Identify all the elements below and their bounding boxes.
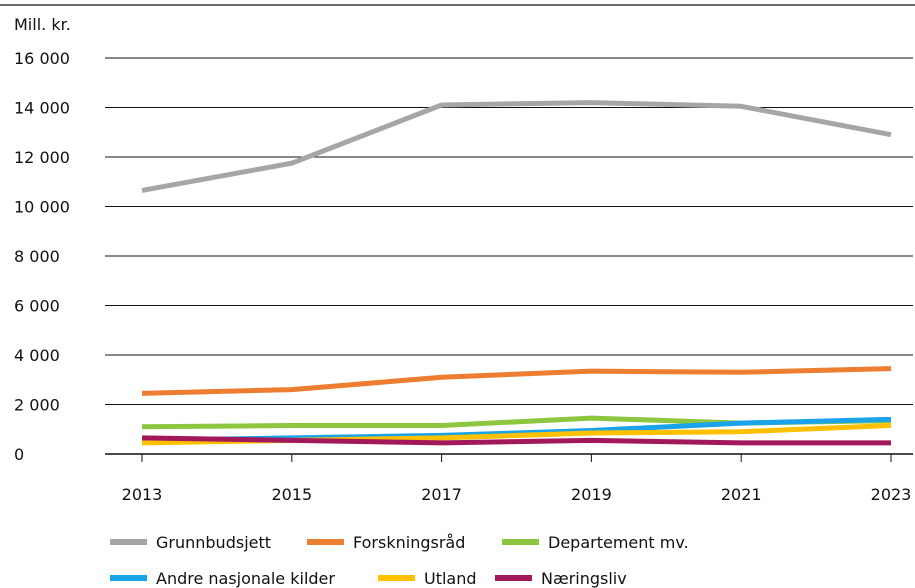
x-tick-label: 2023 — [871, 485, 912, 504]
series-lines — [141, 100, 892, 446]
x-tick-label: 2017 — [421, 485, 462, 504]
y-tick-label: 2 000 — [14, 396, 60, 415]
legend-label: Grunnbudsjett — [156, 533, 271, 552]
y-tick-label: 10 000 — [14, 198, 70, 217]
legend-label: Departement mv. — [548, 533, 689, 552]
y-axis-tick-labels: 0 2 000 4 000 6 000 8 000 10 000 12 000 14 000 1… — [14, 49, 70, 464]
legend: Grunnbudsjett Forskningsråd Departement mv… — [110, 533, 689, 588]
y-tick-label: 14 000 — [14, 99, 70, 118]
legend-item: Andre nasjonale kilder — [110, 569, 335, 588]
legend-label: Forskningsråd — [353, 533, 465, 552]
legend-label: Næringsliv — [541, 569, 627, 588]
series-line-6 — [141, 435, 891, 446]
series-line-2 — [141, 366, 892, 396]
legend-label: Utland — [424, 569, 477, 588]
gridlines — [105, 57, 913, 455]
x-tick-label: 2019 — [571, 485, 612, 504]
legend-item: Grunnbudsjett — [110, 533, 271, 552]
y-tick-label: 16 000 — [14, 49, 70, 68]
y-tick-label: 6 000 — [14, 297, 60, 316]
legend-item: Forskningsråd — [307, 533, 465, 552]
x-tick-label: 2015 — [271, 485, 312, 504]
x-axis: 2013 2015 2017 2019 2021 2023 — [122, 454, 912, 504]
x-tick-label: 2013 — [122, 485, 163, 504]
legend-item: Departement mv. — [502, 533, 689, 552]
x-tick-label: 2021 — [721, 485, 762, 504]
legend-item: Næringsliv — [495, 569, 627, 588]
unit-label: Mill. kr. — [14, 15, 71, 34]
series-line-1 — [141, 100, 892, 193]
y-tick-label: 4 000 — [14, 346, 60, 365]
y-tick-label: 0 — [14, 445, 24, 464]
y-tick-label: 12 000 — [14, 148, 70, 167]
y-tick-label: 8 000 — [14, 247, 60, 266]
legend-label: Andre nasjonale kilder — [156, 569, 335, 588]
legend-item: Utland — [378, 569, 477, 588]
